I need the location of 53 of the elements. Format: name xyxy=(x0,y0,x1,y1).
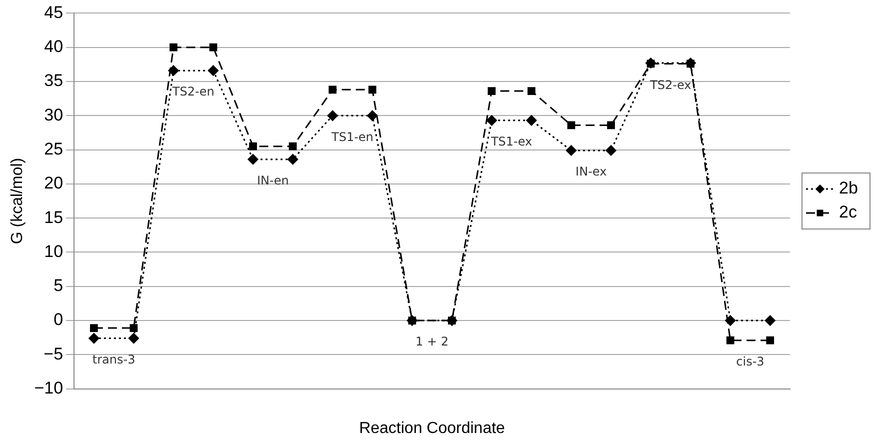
x-axis-title: Reaction Coordinate xyxy=(359,420,506,437)
y-tick-label: 35 xyxy=(44,71,64,90)
point xyxy=(766,336,774,344)
point xyxy=(327,110,338,121)
point xyxy=(567,121,576,130)
y-tick-label: 25 xyxy=(44,139,64,158)
point xyxy=(528,87,536,95)
y-tick-label: 40 xyxy=(44,37,64,56)
point xyxy=(128,333,139,344)
y-tick-label: 20 xyxy=(44,174,64,193)
y-tick-label: −5 xyxy=(44,344,64,364)
point xyxy=(288,142,297,150)
y-tick-label: −10 xyxy=(34,378,64,398)
point xyxy=(130,324,138,332)
point xyxy=(607,121,615,130)
point xyxy=(606,145,616,156)
annotation: TS2-ex xyxy=(649,78,692,92)
annotation: IN-ex xyxy=(576,164,607,179)
point xyxy=(248,154,258,165)
annotation: IN-en xyxy=(256,173,289,188)
y-tick-label: 5 xyxy=(54,276,64,296)
y-axis-title: G (kcal/mol) xyxy=(9,158,26,244)
point xyxy=(764,315,776,326)
point xyxy=(486,115,497,126)
point xyxy=(328,86,337,94)
point xyxy=(208,65,218,76)
y-tick-label: 45 xyxy=(44,2,64,22)
legend-label: 2b xyxy=(839,178,858,198)
annotation: TS1-ex xyxy=(490,134,532,149)
point xyxy=(725,315,736,326)
point xyxy=(526,115,537,126)
annotation: TS1-en xyxy=(330,130,374,144)
annotation: trans-3 xyxy=(92,352,136,366)
annotation: TS2-en xyxy=(171,84,214,99)
point xyxy=(726,336,734,344)
y-tick-label: 10 xyxy=(44,242,64,261)
point xyxy=(566,145,576,156)
point xyxy=(88,333,100,344)
annotation: cis-3 xyxy=(736,354,764,368)
point xyxy=(170,43,178,52)
point xyxy=(368,86,376,94)
point xyxy=(168,65,179,76)
point xyxy=(488,87,496,95)
y-tick-label: 30 xyxy=(44,105,64,124)
point xyxy=(367,110,378,121)
point xyxy=(249,142,257,150)
y-tick-label: 0 xyxy=(54,310,64,330)
y-tick-label: 15 xyxy=(44,208,64,227)
point xyxy=(209,43,218,52)
point xyxy=(90,324,98,332)
annotation: 1 + 2 xyxy=(416,334,448,349)
point xyxy=(288,154,298,165)
legend-label: 2c xyxy=(839,202,858,222)
